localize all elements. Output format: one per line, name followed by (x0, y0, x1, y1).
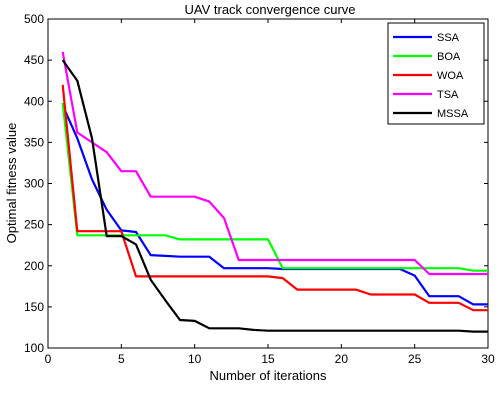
y-axis-label: Optimal fitness value (4, 123, 19, 244)
x-axis-label: Number of iterations (209, 368, 327, 383)
y-tick-label: 250 (24, 218, 44, 232)
x-tick-label: 15 (261, 352, 275, 366)
x-tick-label: 0 (45, 352, 52, 366)
y-tick-label: 350 (24, 135, 44, 149)
legend-label-boa: BOA (437, 51, 461, 63)
series-line-tsa (61, 51, 488, 276)
x-tick-label: 10 (188, 352, 202, 366)
legend-label-tsa: TSA (437, 89, 459, 101)
legend-label-ssa: SSA (437, 32, 460, 44)
y-tick-label: 200 (24, 259, 44, 273)
series-layer (61, 51, 488, 333)
axis-ticks: 0 5 10 15 20 25 30 100 150 200 250 300 350 400 450 500 (24, 12, 495, 366)
series-line-mssa (61, 59, 488, 333)
y-tick-label: 400 (24, 94, 44, 108)
chart-title: UAV track convergence curve (185, 2, 356, 17)
y-tick-label: 150 (24, 300, 44, 314)
legend-box (387, 22, 485, 125)
series-line-woa (61, 84, 488, 312)
y-tick-label: 450 (24, 53, 44, 67)
x-tick-label: 30 (481, 352, 495, 366)
x-tick-label: 20 (335, 352, 349, 366)
series-line-boa (61, 102, 488, 272)
legend: SSA BOA WOA TSA MSSA (387, 22, 485, 125)
y-tick-label: 300 (24, 177, 44, 191)
legend-label-mssa: MSSA (437, 108, 469, 120)
series-line-ssa (61, 104, 488, 306)
y-tick-label: 100 (24, 341, 44, 355)
legend-label-woa: WOA (437, 70, 464, 82)
x-tick-label: 25 (408, 352, 422, 366)
y-tick-label: 500 (24, 12, 44, 26)
x-tick-label: 5 (118, 352, 125, 366)
